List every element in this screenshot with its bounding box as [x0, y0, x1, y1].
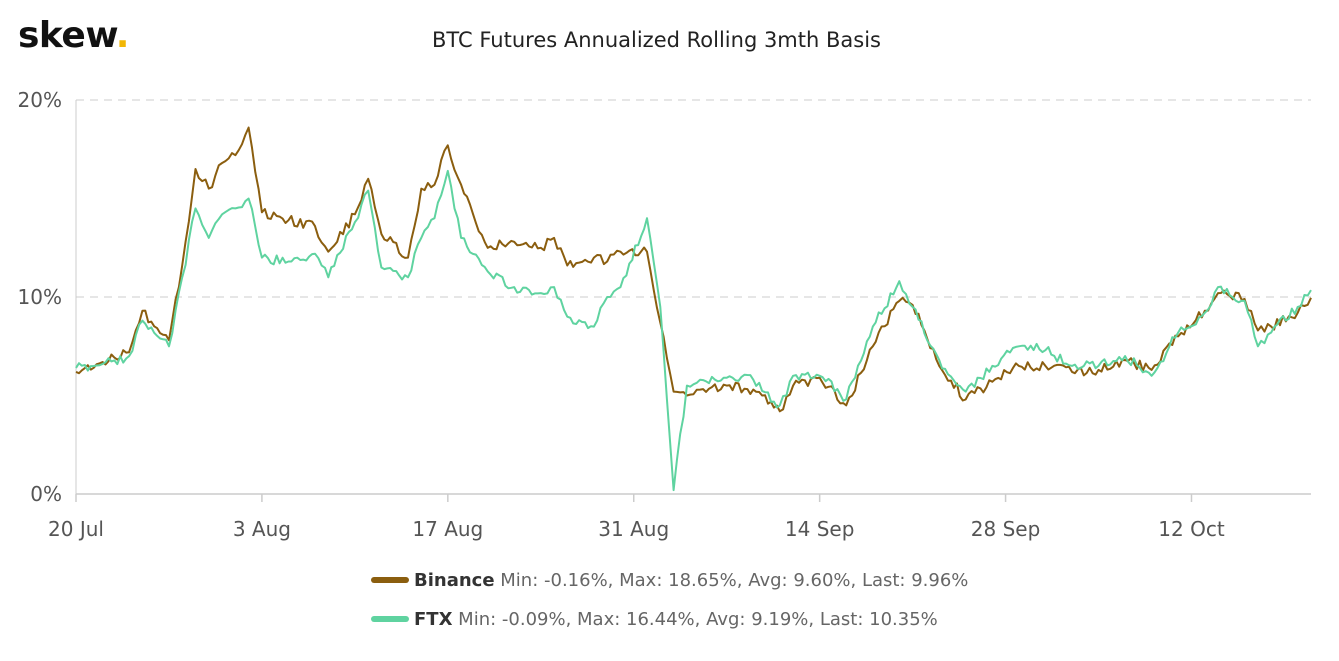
x-tick-label-2: 17 Aug — [412, 517, 483, 541]
y-tick-label-2: 20% — [18, 88, 62, 112]
legend-item-binance: Binance Min: -0.16%, Max: 18.65%, Avg: 9… — [414, 570, 968, 591]
x-tick-label-1: 3 Aug — [233, 517, 291, 541]
legend-series-stats: Min: -0.16%, Max: 18.65%, Avg: 9.60%, La… — [495, 570, 969, 591]
legend-series-name: Binance — [414, 570, 495, 591]
x-tick-label-0: 20 Jul — [48, 517, 104, 541]
legend-item-ftx: FTX Min: -0.09%, Max: 16.44%, Avg: 9.19%… — [414, 609, 938, 630]
series-line-binance — [75, 126, 1312, 413]
y-tick-label-1: 10% — [18, 285, 62, 309]
x-tick-label-3: 31 Aug — [598, 517, 669, 541]
x-tick-label-6: 12 Oct — [1158, 517, 1225, 541]
logo-text: skew — [18, 15, 116, 56]
legend-series-stats: Min: -0.09%, Max: 16.44%, Avg: 9.19%, La… — [452, 609, 937, 630]
grid-layer — [76, 99, 1311, 298]
series-layer — [75, 126, 1312, 492]
skew-logo: skew. — [18, 18, 129, 54]
y-tick-label-0: 0% — [30, 482, 62, 506]
legend-series-name: FTX — [414, 609, 453, 630]
chart-title: BTC Futures Annualized Rolling 3mth Basi… — [432, 28, 881, 52]
x-tick-label-5: 28 Sep — [971, 517, 1041, 541]
logo-dot: . — [115, 15, 130, 56]
axis-layer: 0% 10% 20% 20 Jul 3 Aug 17 Aug 31 Aug 14 Sep 28 … — [18, 88, 1311, 541]
legend-layer: Binance Min: -0.16%, Max: 18.65%, Avg: 9… — [371, 570, 968, 630]
series-line-ftx — [75, 169, 1312, 492]
x-tick-label-4: 14 Sep — [785, 517, 855, 541]
